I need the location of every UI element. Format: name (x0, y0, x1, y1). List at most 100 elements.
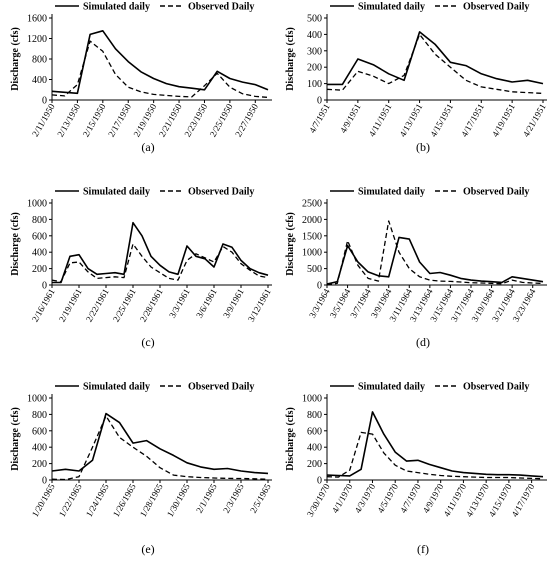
x-tick-label: 2/16/1961 (30, 287, 57, 324)
legend-label: Simulated daily (358, 2, 425, 13)
observed-series-line (51, 40, 269, 99)
y-tick-label: 600 (32, 426, 47, 437)
x-tick-label: 3/9/1961 (221, 287, 246, 320)
x-tick-label: 4/9/1970 (421, 482, 446, 515)
simulated-series-line (51, 30, 269, 95)
x-tick-label: 2/25/1961 (111, 287, 138, 324)
y-tick-label: 1000 (27, 199, 47, 210)
y-tick-label: 1600 (27, 14, 47, 25)
simulated-series-line (326, 411, 544, 478)
legend-label: Simulated daily (358, 187, 425, 198)
y-tick-label: 600 (32, 231, 47, 242)
legend-label: Simulated daily (358, 382, 425, 393)
observed-series-line (326, 33, 544, 95)
observed-series-line (326, 220, 544, 286)
y-tick-label: 0 (317, 96, 322, 107)
y-tick-label: 1200 (27, 34, 47, 45)
y-tick-label: 500 (307, 264, 322, 275)
x-tick-label: 1/26/1965 (111, 482, 138, 519)
y-tick-label: 800 (32, 410, 47, 421)
y-tick-label: 1000 (27, 394, 47, 405)
x-tick-label: 4/9/1951 (338, 102, 363, 135)
y-tick-label: 200 (307, 63, 322, 74)
simulated-series-line (327, 31, 544, 86)
y-axis-label: Discharge (cfs) (285, 27, 296, 91)
x-tick-label: 4/7/1951 (307, 102, 332, 135)
y-tick-label: 200 (32, 264, 47, 275)
y-tick-label: 2000 (302, 215, 322, 226)
observed-series-line (51, 415, 269, 481)
panel-caption: (e) (141, 542, 155, 556)
legend-label: Observed Daily (463, 382, 529, 393)
y-tick-label: 0 (317, 281, 322, 292)
y-tick-label: 0 (42, 476, 47, 487)
y-tick-label: 500 (307, 14, 322, 25)
legend-label: Simulated daily (83, 2, 150, 13)
y-tick-label: 400 (32, 248, 47, 259)
y-axis-label: Discharge (cfs) (10, 212, 21, 276)
x-tick-label: 2/27/1950 (233, 102, 260, 139)
x-tick-label: 3/6/1961 (194, 287, 219, 320)
y-tick-label: 2500 (302, 199, 322, 210)
chart-panel: 0 400 800 1200 1600 Discharge (cfs) 2/11/1950 2… (0, 0, 275, 165)
x-tick-label: 2/13/1950 (55, 102, 82, 139)
y-axis-label: Discharge (cfs) (285, 212, 296, 276)
y-tick-label: 0 (42, 96, 47, 107)
y-tick-label: 0 (317, 476, 322, 487)
chart-panel: 0 200 400 600 800 1000 Discharge (cfs) 1/20/196… (0, 380, 275, 545)
panel-caption: (a) (141, 140, 155, 154)
x-tick-label: 2/5/1965 (248, 482, 273, 515)
panel-caption: (b) (416, 140, 430, 154)
simulated-series-line (51, 412, 269, 475)
legend-label: Simulated daily (83, 187, 150, 198)
x-tick-label: 2/1/1965 (194, 482, 219, 515)
y-tick-label: 800 (32, 215, 47, 226)
y-tick-label: 400 (32, 443, 47, 454)
y-tick-label: 1000 (302, 394, 322, 405)
x-tick-label: 2/3/1965 (221, 482, 246, 515)
x-tick-label: 4/3/1970 (353, 482, 378, 515)
y-tick-label: 400 (32, 75, 47, 86)
y-tick-label: 600 (307, 426, 322, 437)
chart-panel: 0 200 400 600 800 1000 Discharge (cfs) 3/30/197… (275, 380, 550, 545)
y-tick-label: 200 (32, 459, 47, 470)
panel-caption: (c) (141, 335, 155, 349)
x-tick-label: 2/19/1961 (57, 287, 84, 324)
y-tick-label: 300 (307, 46, 322, 57)
legend-label: Simulated daily (83, 382, 150, 393)
x-tick-label: 2/28/1961 (138, 287, 165, 324)
x-tick-label: 4/1/1970 (330, 482, 355, 515)
y-tick-label: 400 (307, 443, 322, 454)
x-tick-label: 4/15/1951 (428, 102, 455, 139)
y-tick-label: 800 (32, 55, 47, 66)
legend-label: Observed Daily (188, 2, 254, 13)
simulated-series-line (52, 221, 269, 284)
y-tick-label: 100 (307, 79, 322, 90)
x-tick-label: 2/17/1950 (106, 102, 133, 139)
y-tick-label: 0 (42, 281, 47, 292)
chart-panel: 0 200 400 600 800 1000 Discharge (cfs) 2/16/196… (0, 185, 275, 350)
simulated-series-line (326, 236, 544, 285)
x-tick-label: 2/19/1950 (131, 102, 158, 139)
y-tick-label: 200 (307, 459, 322, 470)
y-tick-label: 400 (307, 30, 322, 41)
x-tick-label: 3/30/1970 (305, 482, 332, 519)
chart-svg: 0 200 400 600 800 1000 Discharge (cfs) 2/16/196… (10, 187, 273, 324)
x-tick-label: 2/23/1950 (182, 102, 209, 139)
x-tick-label: 3/3/1961 (167, 287, 192, 320)
observed-series-line (51, 243, 269, 283)
x-tick-label: 4/7/1970 (398, 482, 423, 515)
chart-panel: 0 100 200 300 400 500 Discharge (cfs) 4/7/1951 4… (275, 0, 550, 165)
x-tick-label: 4/21/1951 (521, 102, 548, 139)
x-tick-label: 2/15/1950 (81, 102, 108, 139)
x-tick-label: 1/28/1965 (138, 482, 165, 519)
legend-label: Observed Daily (188, 187, 254, 198)
panel-caption: (f) (417, 542, 429, 556)
x-tick-label: 4/5/1970 (375, 482, 400, 515)
x-tick-label: 2/21/1950 (157, 102, 184, 139)
y-tick-label: 1500 (302, 231, 322, 242)
x-tick-label: 2/22/1961 (84, 287, 111, 324)
y-tick-label: 800 (307, 410, 322, 421)
